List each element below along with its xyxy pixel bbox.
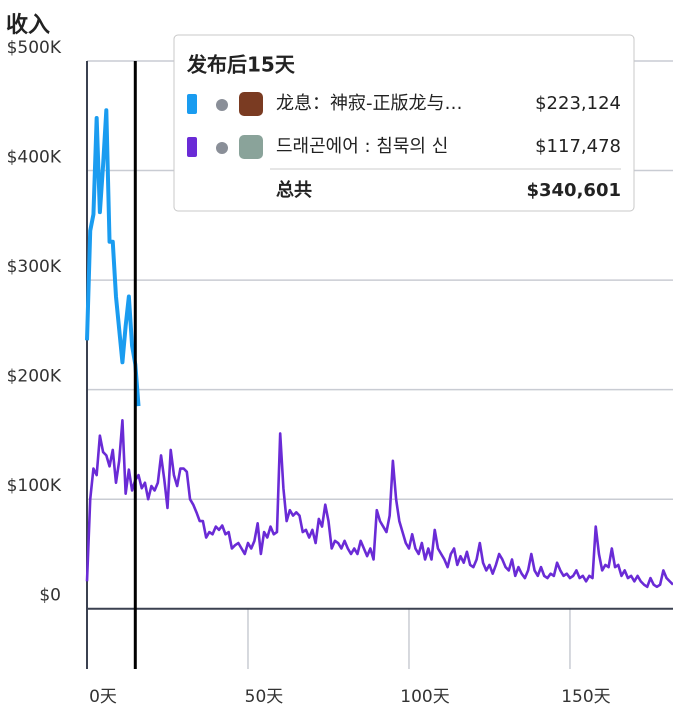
app-icon [239,135,263,159]
tooltip: 发布后15天 总共 $340,601 龙息：神寂-正版龙与… $223,124 드래… [173,34,635,212]
tooltip-total-label: 总共 [276,179,312,201]
tooltip-value: $117,478 [535,136,621,157]
legend-swatch [187,94,197,114]
x-tick-label: 100天 [400,687,449,707]
lines [85,61,673,669]
x-tick-label: 150天 [561,687,610,707]
legend-swatch [187,137,197,157]
x-tick-label: 50天 [245,687,284,707]
y-tick-label: $500K [7,38,62,58]
series-line [85,108,141,407]
tooltip-title: 发布后15天 [186,53,296,77]
legend-name: 드래곤에어 : 침묵의 신 [276,136,448,157]
y-tick-label: $400K [7,148,62,168]
tooltip-total: $340,601 [526,180,621,201]
series-line [85,419,673,589]
chart-title: 收入 [6,12,50,38]
y-tick-label: $100K [7,476,62,496]
tooltip-box [173,34,635,212]
tooltip-value: $223,124 [535,93,621,114]
platform-icon [216,142,228,154]
y-tick-label: $200K [7,367,62,387]
app-icon [239,92,263,116]
y-tick-label: $300K [7,257,62,277]
x-tick-label: 0天 [89,687,117,707]
y-tick-label: $0 [39,586,61,606]
platform-icon [216,99,228,111]
legend-name: 龙息：神寂-正版龙与… [276,93,463,114]
